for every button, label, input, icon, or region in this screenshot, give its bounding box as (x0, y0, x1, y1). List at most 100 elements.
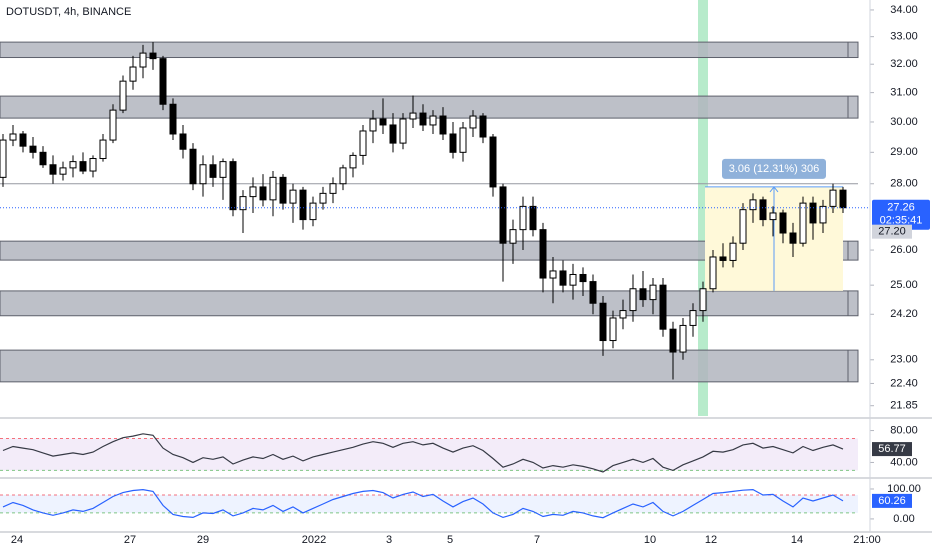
candle-body (19, 133, 27, 147)
candle-body (689, 310, 697, 326)
candle-body (659, 284, 667, 330)
candle-body (79, 161, 87, 172)
candle-body (779, 212, 787, 234)
y-tick-label: 32.00 (890, 58, 918, 70)
candle-body (209, 164, 217, 178)
y-tick-label: 100.00 (887, 483, 921, 495)
measure-label: 3.06 (12.31%) 306 (729, 163, 820, 175)
candle-body (39, 151, 47, 166)
x-tick-label: 10 (644, 534, 656, 546)
candle-body (139, 52, 147, 68)
candle-body (339, 167, 347, 185)
last-price-box (872, 199, 930, 230)
measure-arrowhead (769, 186, 779, 193)
candle-body (219, 161, 227, 178)
candle-body (759, 199, 767, 221)
candle-body (819, 205, 827, 224)
x-tick-label: 12 (705, 534, 717, 546)
chart-title: DOTUSDT, 4h, BINANCE (6, 6, 131, 18)
candle-body (549, 270, 557, 279)
candle-body (119, 80, 127, 111)
candle-body (649, 284, 657, 301)
candle-body (429, 115, 437, 126)
candle-body (59, 167, 67, 175)
y-tick-label: 0.00 (893, 513, 914, 525)
x-tick-label: 24 (11, 534, 23, 546)
indicator-line (2, 433, 844, 473)
zone (0, 349, 859, 383)
candle-body (569, 273, 577, 286)
candle-body (719, 256, 727, 261)
candle-body (629, 288, 637, 312)
zone (0, 290, 859, 317)
indicator-line (2, 488, 844, 519)
candle-body (319, 192, 327, 204)
band-fill (0, 438, 858, 471)
candle-body (509, 229, 517, 244)
candle-body (399, 118, 407, 144)
measure-label-box (722, 158, 826, 179)
candle-body (149, 52, 157, 60)
y-tick-label: 29.00 (890, 146, 918, 158)
candle-body (69, 161, 77, 169)
x-tick-label: 7 (534, 534, 540, 546)
x-tick-label: 29 (197, 534, 209, 546)
candle-body (709, 256, 717, 290)
candle-body (609, 317, 617, 342)
countdown: 02:35:41 (880, 215, 923, 227)
candle-body (419, 112, 427, 126)
y-tick-label: 34.00 (890, 4, 918, 16)
last-value-box (872, 493, 912, 508)
candle-body (179, 133, 187, 150)
y-tick-label: 80.00 (890, 424, 918, 436)
candle-body (699, 288, 707, 312)
candle-body (739, 209, 747, 244)
candle-body (159, 58, 167, 105)
last-value-box (872, 442, 912, 457)
candle-body (489, 136, 497, 188)
candle-body (269, 176, 277, 201)
candle-body (789, 232, 797, 244)
x-tick-label: 27 (124, 534, 136, 546)
candle-body (479, 115, 487, 138)
candle-body (839, 189, 847, 209)
x-tick-label: 3 (386, 534, 392, 546)
candle-body (259, 186, 267, 201)
candle-body (29, 145, 37, 153)
y-tick-label: 31.00 (890, 87, 918, 99)
candle-body (469, 115, 477, 129)
candle-body (619, 310, 627, 319)
candle-body (49, 164, 57, 175)
candle-body (369, 118, 377, 132)
candle-body (239, 196, 247, 211)
candle-body (249, 186, 257, 198)
last-value-label: 56.77 (878, 443, 906, 455)
candle-body (459, 127, 467, 153)
x-tick-label: 21:00 (853, 534, 881, 546)
candle-body (449, 133, 457, 153)
zone (0, 95, 859, 119)
candle-body (529, 205, 537, 231)
y-tick-label: 33.00 (890, 31, 918, 43)
candle-body (669, 328, 677, 353)
candle-body (499, 186, 507, 244)
candle-body (359, 130, 367, 156)
candle-body (89, 158, 97, 172)
candle-body (559, 270, 567, 286)
y-tick-label: 24.20 (890, 308, 918, 320)
zone (0, 41, 859, 59)
candle-body (329, 183, 337, 194)
zone (0, 240, 859, 261)
band-fill (0, 494, 858, 513)
candle-body (599, 302, 607, 342)
candle-body (199, 164, 207, 185)
candle-body (579, 273, 587, 283)
candle-body (519, 205, 527, 231)
candle-body (539, 229, 547, 279)
y-tick-label: 25.00 (890, 279, 918, 291)
candle-body (189, 148, 197, 185)
x-tick-label: 14 (791, 534, 803, 546)
candle-body (309, 202, 317, 221)
candle-body (279, 176, 287, 204)
candle-body (439, 115, 447, 135)
